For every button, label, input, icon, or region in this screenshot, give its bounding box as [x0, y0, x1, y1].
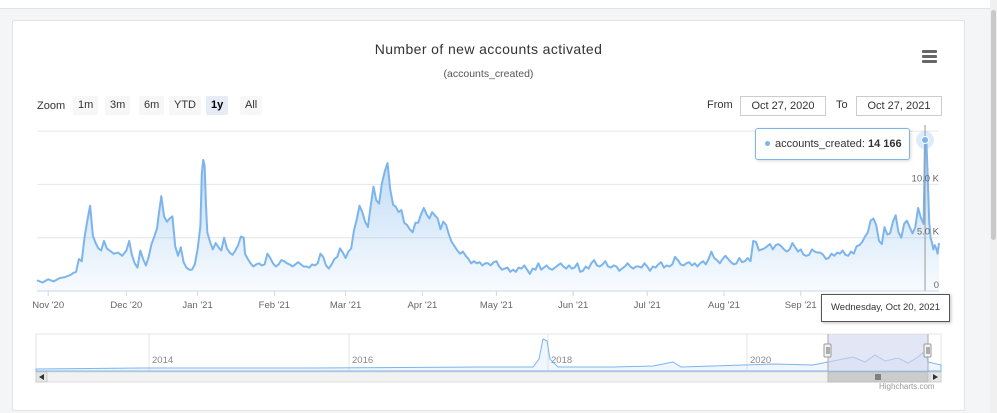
zoom-button-all[interactable]: All: [240, 96, 263, 115]
chart-subtitle: (accounts_created): [443, 68, 534, 80]
x-tick-label: Jan '21: [182, 300, 212, 311]
tooltip-series-name: accounts_created: [775, 138, 862, 150]
chart-card: Number of new accounts activated (accoun…: [12, 20, 965, 411]
x-tick-label: Jul '21: [634, 300, 661, 311]
navigator[interactable]: 2014 2016 2018 2020: [35, 333, 942, 372]
zoom-button-1m[interactable]: 1m: [73, 96, 99, 115]
zoom-button-ytd[interactable]: YTD: [169, 96, 201, 115]
navigator-year-label: 2016: [352, 355, 373, 366]
range-from-label: From: [707, 99, 733, 111]
hover-point[interactable]: [921, 136, 930, 145]
range-scrollbar[interactable]: [35, 371, 942, 383]
range-to-input[interactable]: Oct 27, 2021: [856, 96, 942, 116]
navigator-year-label: 2018: [551, 355, 572, 366]
x-tick-label: May '21: [480, 300, 513, 311]
hamburger-menu-icon[interactable]: [921, 49, 939, 63]
range-from-input[interactable]: Oct 27, 2020: [740, 96, 826, 116]
x-tick-label: Apr '21: [407, 300, 437, 311]
navigator-year-label: 2014: [152, 355, 173, 366]
credits-link[interactable]: Highcharts.com: [879, 382, 935, 391]
x-tick-label: Feb '21: [259, 300, 290, 311]
x-tick-label: Mar '21: [330, 300, 361, 311]
y-tick-label: 5.0 K: [917, 227, 940, 238]
scrollbar-right-arrow-icon: [933, 374, 938, 380]
scrollbar-track[interactable]: [35, 371, 942, 383]
y-tick-label: 10.0 K: [912, 173, 940, 184]
x-tick-label: Aug '21: [708, 300, 740, 311]
zoom-button-3m[interactable]: 3m: [105, 96, 131, 115]
zoom-button-6m[interactable]: 6m: [139, 96, 165, 115]
zoom-button-1y[interactable]: 1y: [206, 96, 229, 115]
range-to-label: To: [836, 99, 848, 111]
series-line[interactable]: [36, 139, 940, 284]
tooltip-series-dot: [765, 141, 770, 146]
navigator-selected-range[interactable]: [828, 334, 928, 371]
crosshair-date-label: Wednesday, Oct 20, 2021: [821, 294, 950, 322]
page-scrollbar-thumb[interactable]: [991, 10, 996, 240]
series-tooltip: accounts_created: 14 166: [755, 128, 910, 160]
chart-title: Number of new accounts activated: [374, 41, 603, 57]
series-area-fill: [37, 140, 939, 291]
chart-svg: 0 5.0 K 10.0 K Nov '20 Dec '20 Jan '21 Feb '2…: [32, 125, 942, 383]
x-tick-label: Nov '20: [32, 300, 64, 311]
zoom-label: Zoom: [37, 100, 66, 112]
x-tick-label: Jun '21: [558, 300, 588, 311]
page-scrollbar[interactable]: [990, 0, 997, 413]
tooltip-value: 14 166: [867, 138, 902, 150]
x-tick-label: Dec '20: [110, 300, 142, 311]
y-tick-label: 0: [934, 280, 939, 291]
top-bar: [0, 0, 990, 9]
scrollbar-left-arrow-icon: [39, 374, 44, 380]
navigator-year-label: 2020: [750, 355, 771, 366]
x-tick-label: Sep '21: [785, 300, 817, 311]
